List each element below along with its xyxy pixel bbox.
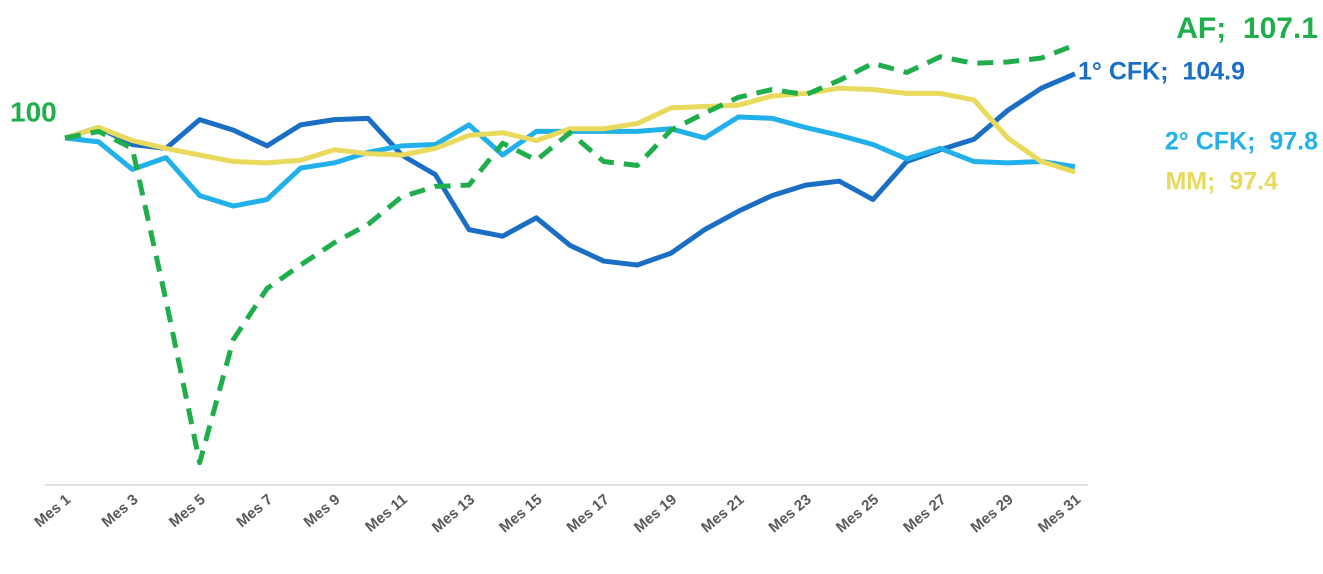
x-tick-label: Mes 21 (698, 491, 747, 536)
x-tick-label: Mes 29 (968, 491, 1017, 536)
x-tick-label: Mes 7 (233, 491, 276, 531)
x-tick-label: Mes 31 (1035, 491, 1084, 536)
series-line (64, 42, 1076, 466)
x-tick-label: Mes 1 (31, 491, 74, 531)
series-line (64, 85, 1076, 175)
start-label: 100 (10, 96, 57, 127)
x-tick-label: Mes 11 (362, 491, 411, 536)
end-label: AF; 107.1 (1176, 12, 1318, 45)
end-label: 2° CFK; 97.8 (1165, 128, 1318, 156)
series-line (64, 71, 1076, 268)
x-tick-label: Mes 13 (429, 491, 478, 536)
x-tick-label: Mes 25 (833, 491, 882, 536)
end-label: 1° CFK; 104.9 (1078, 58, 1245, 86)
x-tick-label: Mes 3 (99, 491, 142, 531)
x-tick-label: Mes 5 (166, 491, 209, 531)
x-tick-label: Mes 17 (564, 491, 613, 536)
x-tick-label: Mes 15 (496, 491, 545, 536)
x-tick-label: Mes 27 (900, 491, 949, 536)
end-label: MM; 97.4 (1165, 168, 1278, 196)
x-tick-label: Mes 23 (766, 491, 815, 536)
x-tick-label: Mes 19 (631, 491, 680, 536)
x-tick-label: Mes 9 (301, 491, 344, 531)
